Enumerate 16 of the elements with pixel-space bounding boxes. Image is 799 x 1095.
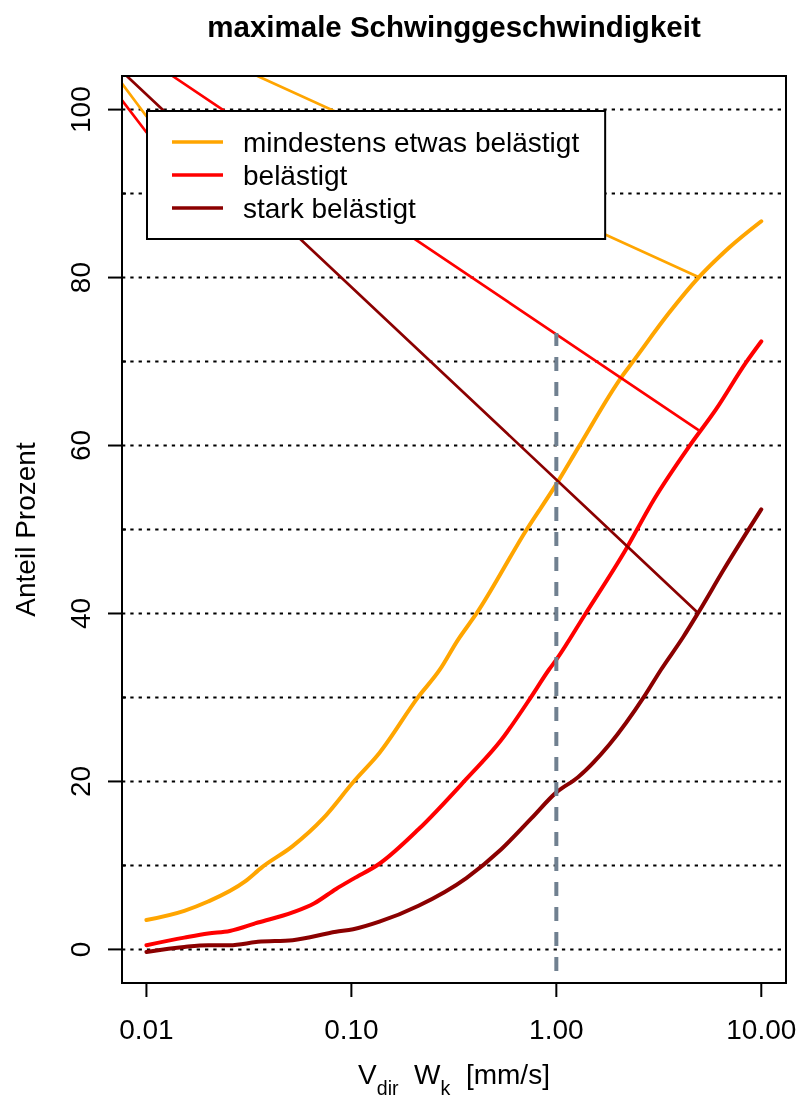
y-tick-label: 60 <box>65 429 96 462</box>
x-tick-label: 10.00 <box>726 1014 797 1045</box>
y-tick-label: 80 <box>65 261 96 294</box>
y-tick-label: 100 <box>65 86 96 133</box>
y-tick-label: 0 <box>65 941 96 958</box>
y-tick-label: 20 <box>65 765 96 798</box>
legend-label: mindestens etwas belästigt <box>243 126 580 158</box>
legend-label: stark belästigt <box>243 192 416 224</box>
y-axis-title: Anteil Prozent <box>10 442 41 617</box>
x-tick-label: 0.01 <box>119 1014 174 1045</box>
x-tick-label: 0.10 <box>324 1014 379 1045</box>
chart-title: maximale Schwinggeschwindigkeit <box>207 10 701 43</box>
x-axis-title: V$_{dir}$ W$_{k}$ [mm/s] <box>358 1059 550 1095</box>
x-tick-label: 1.00 <box>529 1014 584 1045</box>
y-tick-label: 40 <box>65 597 96 630</box>
legend-label: belästigt <box>243 159 348 191</box>
